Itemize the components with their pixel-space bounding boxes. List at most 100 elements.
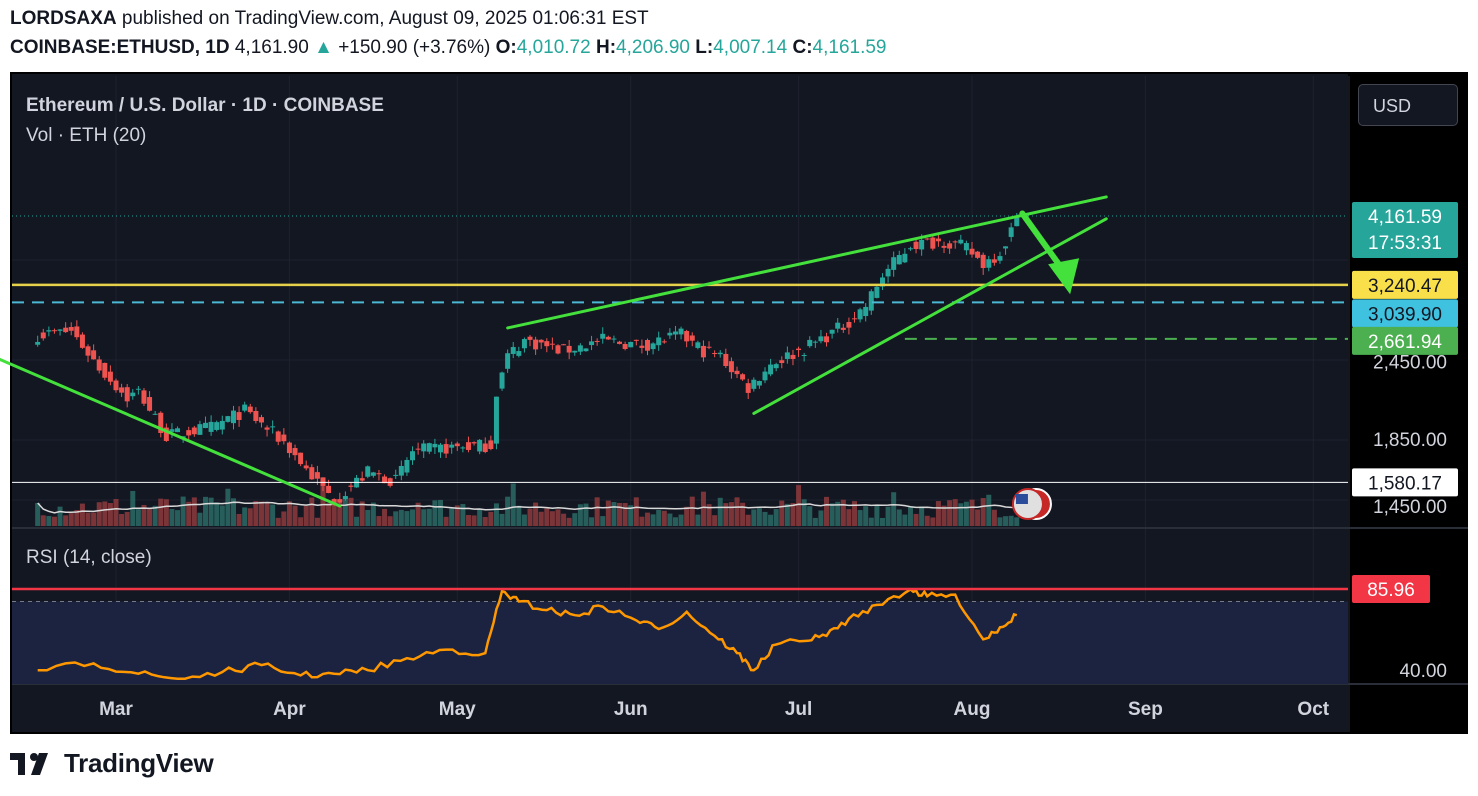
candle-body (225, 416, 231, 422)
candle (219, 415, 225, 435)
candle-body (510, 347, 516, 354)
volume-bar (840, 499, 846, 526)
white-price-badge-bg (1352, 468, 1458, 497)
volume-bar (533, 502, 539, 526)
candle-body (74, 326, 80, 338)
candle-body (840, 327, 846, 330)
volume-bar (63, 515, 69, 526)
candle-body (980, 254, 986, 268)
candle-body (544, 341, 550, 347)
candle-body (835, 322, 841, 329)
candle (443, 438, 449, 458)
candle (600, 327, 606, 344)
candle (930, 234, 936, 251)
axis-layer: Mar Apr May Jun Jul Aug Sep Oct 2,450.00 1,850.00… (99, 202, 1458, 720)
candle (986, 255, 992, 272)
candle (499, 371, 505, 391)
candle (538, 339, 544, 349)
candle-body (460, 447, 466, 449)
volume-bar (51, 516, 57, 526)
candle-body (594, 340, 600, 342)
volume-bar (583, 503, 589, 526)
candle (275, 430, 281, 446)
x-tick-label: Aug (954, 699, 991, 720)
volume-bar (331, 505, 337, 526)
candle-body (348, 485, 354, 487)
candle (605, 335, 611, 340)
candle (147, 391, 153, 412)
candle (107, 365, 113, 386)
x-tick-label: Oct (1297, 699, 1329, 720)
volume-bar (91, 512, 97, 526)
volume-layer (35, 482, 1020, 526)
support-price-badge: 3,240.47 (1352, 270, 1458, 299)
candle-body (773, 364, 779, 369)
candle-body (219, 420, 225, 430)
candle (63, 322, 69, 333)
candle-body (471, 442, 477, 444)
volume-bar (717, 497, 723, 526)
candle-body (57, 329, 63, 331)
wedge-upper-line (506, 195, 1108, 330)
volume-bar (527, 508, 533, 526)
candle-body (689, 335, 695, 341)
candle-body (96, 359, 102, 371)
volume-bar (706, 504, 712, 526)
down-arrow-head (1048, 258, 1080, 295)
volume-bar (230, 498, 236, 526)
volume-bar (986, 494, 992, 526)
candle-body (969, 248, 975, 255)
candle-body (639, 345, 645, 348)
last-price-badge: 4,161.59 17:53:31 (1352, 202, 1458, 258)
candle (382, 474, 388, 484)
candle (281, 428, 287, 445)
candle-body (303, 465, 309, 469)
volume-bar (147, 509, 153, 526)
volume-bar (521, 514, 527, 526)
candle (577, 343, 583, 356)
candle-body (359, 478, 365, 481)
candle (421, 440, 427, 458)
candle-body (488, 440, 494, 450)
volume-bar (119, 514, 125, 526)
volume-bar (410, 509, 416, 526)
candle (661, 339, 667, 344)
candle (594, 338, 600, 346)
white-price-badge: 1,580.17 (1352, 468, 1458, 497)
currency-button[interactable]: USD (1358, 84, 1458, 126)
candle (437, 443, 443, 458)
volume-bar (398, 509, 404, 526)
candle (975, 250, 981, 259)
candle (51, 328, 57, 334)
volume-bar (689, 496, 695, 526)
candle (796, 346, 802, 357)
chart-title: Ethereum / U.S. Dollar · 1D · COINBASE (26, 95, 384, 116)
footer-brand: TradingView (10, 748, 214, 779)
volume-bar (510, 483, 516, 526)
candle (717, 350, 723, 358)
volume-bar (107, 503, 113, 526)
volume-bar (941, 505, 947, 526)
volume-bar (796, 485, 802, 526)
candle-body (1008, 227, 1014, 237)
volume-bar (415, 502, 421, 526)
high-value: 4,206.90 (616, 37, 690, 58)
volume-bar (163, 499, 169, 526)
volume-ma-line (37, 501, 1017, 514)
publish-line: LORDSAXA published on TradingView.com, A… (10, 8, 649, 30)
candle-body (186, 430, 192, 436)
candle-body (975, 251, 981, 258)
volume-bar (354, 516, 360, 526)
volume-bar (622, 503, 628, 526)
rsi-upper-badge-bg (1352, 575, 1430, 603)
candle (40, 328, 46, 341)
candle-body (253, 410, 259, 421)
candle-body (454, 443, 460, 447)
rsi-band (12, 601, 1348, 684)
volume-bar (208, 497, 214, 526)
volume-bar (980, 498, 986, 526)
candle (689, 332, 695, 347)
volume-bar (824, 496, 830, 526)
volume-bar (952, 499, 958, 526)
